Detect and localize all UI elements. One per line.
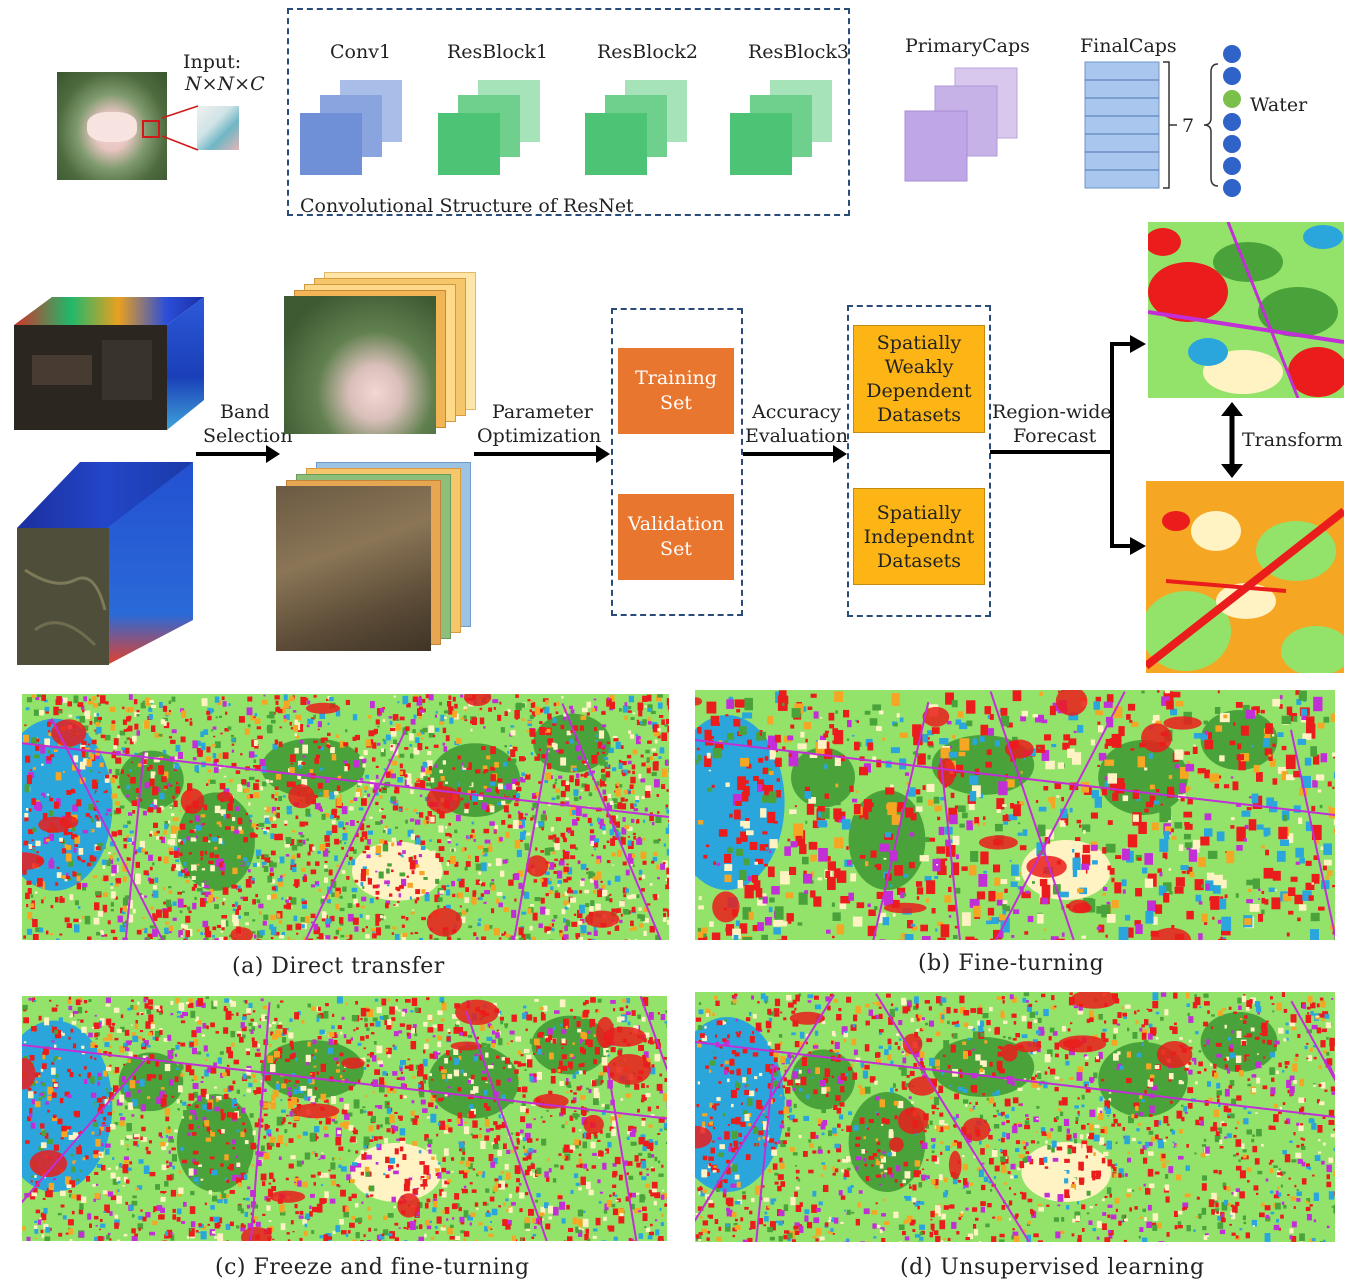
param-opt-label-1: Parameter	[492, 401, 593, 423]
caption-a: (a) Direct transfer	[232, 954, 445, 979]
primarycaps-block	[904, 67, 1018, 182]
band-selection-label-1: Band	[220, 401, 270, 423]
feature-map-blocks	[300, 80, 832, 175]
input-label: Input:	[183, 51, 242, 73]
map-c-freeze-fine-turning	[22, 996, 667, 1241]
band-selection-label-2: Selection	[203, 425, 293, 447]
layer-resblock2-label: ResBlock2	[597, 41, 699, 63]
caption-b: (b) Fine-turning	[918, 951, 1105, 976]
brace-count: 7	[1182, 115, 1195, 137]
hyperspectral-cube-bottom	[17, 462, 193, 665]
resnet-dashed-box	[287, 8, 850, 216]
caption-c: (c) Freeze and fine-turning	[215, 1255, 530, 1280]
finalcaps-block	[1084, 61, 1219, 189]
map-a-direct-transfer	[22, 694, 669, 940]
weakly-label-1: Spatially	[876, 332, 962, 354]
layer-resblock1-label: ResBlock1	[447, 41, 549, 63]
transform-double-arrow	[1221, 402, 1243, 478]
datasets-dashed-box	[611, 308, 743, 616]
resblock2-block	[585, 80, 687, 175]
conv1-block	[300, 80, 402, 175]
weakly-label-4: Datasets	[877, 404, 961, 426]
output-capsules	[1223, 45, 1241, 197]
primarycaps-label: PrimaryCaps	[905, 35, 1030, 57]
resblock3-block	[730, 80, 832, 175]
forecast-map-top	[1148, 222, 1344, 398]
independent-label-2: Independnt	[863, 525, 975, 548]
transform-label: Transform	[1242, 429, 1343, 451]
band-stack-top	[284, 272, 479, 437]
forecast-split-arrows	[990, 335, 1146, 555]
map-b-fine-turning	[695, 690, 1335, 940]
validation-set-label-1: Validation	[627, 513, 725, 535]
input-satellite-image	[57, 72, 167, 180]
forecast-label-2: Forecast	[1013, 425, 1097, 447]
training-set-label-2: Set	[660, 392, 692, 414]
water-label: Water	[1250, 94, 1308, 116]
validation-set-label-2: Set	[660, 538, 692, 560]
training-set-label-1: Training	[635, 367, 717, 389]
accuracy-label-1: Accuracy	[752, 401, 842, 423]
band-stack-bottom	[276, 462, 476, 657]
layer-resblock3-label: ResBlock3	[748, 41, 850, 63]
validation-set-box: Validation Set	[618, 494, 734, 580]
evaluation-dashed-box	[847, 305, 991, 617]
zoom-lines	[161, 105, 199, 151]
caption-d: (d) Unsupervised learning	[900, 1255, 1205, 1280]
input-dims: N×N×C	[185, 73, 265, 95]
forecast-label-1: Region-wide	[992, 401, 1112, 423]
finalcaps-label: FinalCaps	[1080, 35, 1177, 57]
accuracy-label-2: Evaluation	[745, 425, 848, 447]
map-d-unsupervised	[695, 992, 1335, 1242]
layer-conv1-label: Conv1	[330, 41, 392, 63]
weakly-label-2: Weakly	[884, 356, 954, 378]
resblock1-block	[438, 80, 540, 175]
arrow-band-selection	[196, 445, 280, 463]
weakly-label-3: Dependent	[866, 380, 972, 402]
input-patch-image	[197, 106, 239, 150]
training-set-box: Training Set	[618, 348, 734, 434]
forecast-map-bottom	[1146, 481, 1344, 673]
independent-label-3: Datasets	[877, 549, 961, 572]
arrow-accuracy-evaluation	[743, 445, 847, 463]
weakly-dependent-box: Spatially Weakly Dependent Datasets	[853, 325, 985, 433]
param-opt-label-2: Optimization	[477, 425, 602, 447]
resnet-caption: Convolutional Structure of ResNet	[300, 195, 634, 217]
independent-label-1: Spatially	[876, 501, 962, 524]
independent-box: Spatially Independnt Datasets	[853, 488, 985, 585]
arrow-parameter-optimization	[474, 445, 610, 463]
hyperspectral-cube-top	[14, 297, 204, 430]
